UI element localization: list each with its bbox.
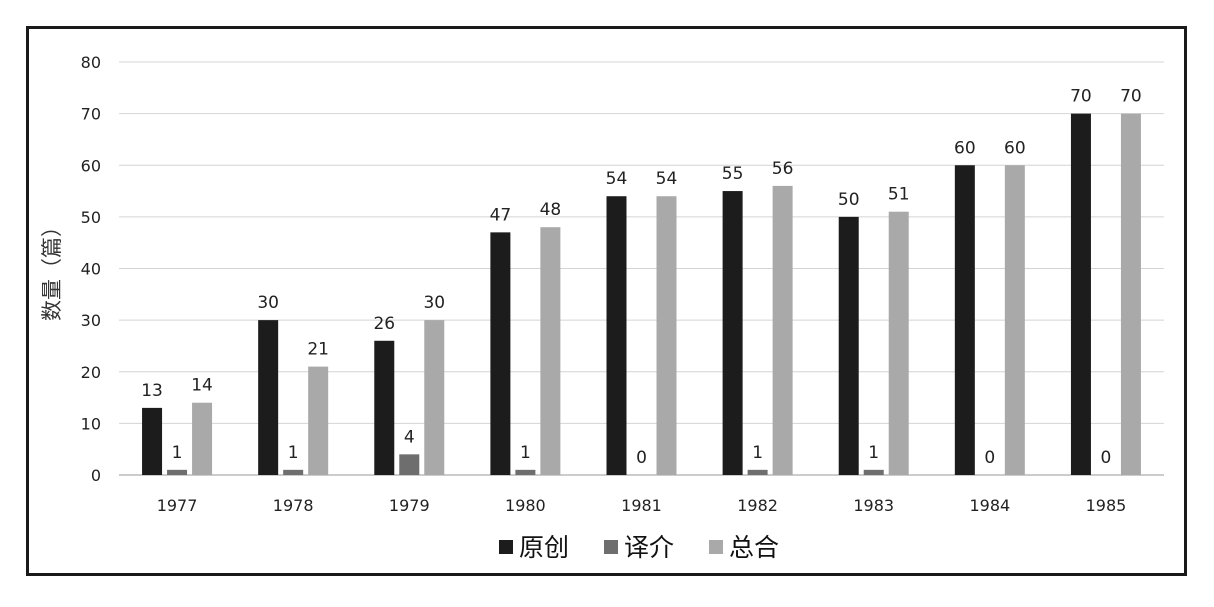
data-label: 56 xyxy=(772,159,794,179)
x-tick-label: 1979 xyxy=(389,496,430,515)
y-tick-label: 40 xyxy=(81,260,101,279)
chart-frame: 0 10 20 30 40 50 60 70 80 13 1 14 30 1 21 26 4 30 47 1 48 54… xyxy=(26,26,1187,576)
data-label: 13 xyxy=(141,381,163,401)
data-label: 48 xyxy=(540,200,562,220)
data-label: 55 xyxy=(722,164,744,184)
data-label: 1 xyxy=(520,443,531,463)
bar-2-1979 xyxy=(399,454,420,475)
data-label: 26 xyxy=(373,314,395,334)
x-tick-label: 1977 xyxy=(157,496,198,515)
y-tick-label: 0 xyxy=(91,466,101,485)
bar-1-1982 xyxy=(722,191,743,475)
bar-2-1978 xyxy=(283,469,304,475)
data-label: 30 xyxy=(257,293,279,313)
y-axis-title: 数量（篇） xyxy=(40,216,64,321)
data-label: 0 xyxy=(1101,448,1112,468)
data-labels: 13 1 14 30 1 21 26 4 30 47 1 48 54 0 54 55 1 56 50 1 51 60 0 60… xyxy=(141,87,1142,468)
bar-1-1985 xyxy=(1070,113,1091,475)
legend-swatch xyxy=(499,540,513,554)
legend: 原创 译介 总合 xyxy=(499,533,779,562)
bar-1-1983 xyxy=(838,216,859,475)
bar-2-1983 xyxy=(863,469,884,475)
legend-label: 原创 xyxy=(519,533,569,562)
data-label: 30 xyxy=(423,293,445,313)
data-label: 21 xyxy=(307,340,329,360)
data-label: 60 xyxy=(954,138,976,158)
x-tick-label: 1978 xyxy=(273,496,314,515)
y-tick-label: 10 xyxy=(81,414,101,433)
bar-3-1985 xyxy=(1120,113,1141,475)
data-label: 1 xyxy=(288,443,299,463)
x-axis-ticks: 1977 1978 1979 1980 1981 1982 1983 1984 1985 xyxy=(157,496,1127,515)
bar-3-1983 xyxy=(888,211,909,475)
y-tick-label: 60 xyxy=(81,156,101,175)
data-label: 1 xyxy=(172,443,183,463)
data-label: 54 xyxy=(606,169,628,189)
data-label: 70 xyxy=(1120,87,1142,107)
data-label: 0 xyxy=(984,448,995,468)
data-label: 70 xyxy=(1070,87,1092,107)
data-label: 50 xyxy=(838,190,860,210)
data-label: 0 xyxy=(636,448,647,468)
data-label: 47 xyxy=(490,205,512,225)
x-tick-label: 1980 xyxy=(505,496,546,515)
legend-swatch xyxy=(604,540,618,554)
y-tick-label: 30 xyxy=(81,311,101,330)
data-label: 1 xyxy=(868,443,879,463)
y-tick-label: 50 xyxy=(81,208,101,227)
data-label: 54 xyxy=(656,169,678,189)
bar-1-1981 xyxy=(606,196,627,475)
y-axis-ticks: 0 10 20 30 40 50 60 70 80 xyxy=(81,53,101,485)
bar-1-1979 xyxy=(374,340,395,475)
x-tick-label: 1983 xyxy=(853,496,894,515)
bar-3-1984 xyxy=(1004,165,1025,475)
bar-3-1978 xyxy=(308,366,329,475)
x-tick-label: 1985 xyxy=(1086,496,1127,515)
bar-2-1982 xyxy=(747,469,768,475)
data-label: 51 xyxy=(888,185,910,205)
bar-3-1979 xyxy=(424,320,445,475)
legend-label: 总合 xyxy=(729,533,779,562)
data-label: 60 xyxy=(1004,138,1026,158)
y-tick-label: 80 xyxy=(81,53,101,72)
gridlines xyxy=(119,61,1164,476)
bars xyxy=(142,113,1141,475)
legend-swatch xyxy=(709,540,723,554)
legend-label: 译介 xyxy=(624,533,674,562)
data-label: 1 xyxy=(752,443,763,463)
x-tick-label: 1984 xyxy=(969,496,1010,515)
bar-1-1980 xyxy=(490,232,511,475)
bar-1-1984 xyxy=(954,165,975,475)
y-tick-label: 70 xyxy=(81,105,101,124)
bar-3-1977 xyxy=(192,402,213,475)
bar-1-1977 xyxy=(142,407,163,475)
bar-3-1982 xyxy=(772,185,793,475)
bar-2-1980 xyxy=(515,469,536,475)
bar-2-1977 xyxy=(167,469,188,475)
bar-1-1978 xyxy=(258,320,279,475)
bar-3-1980 xyxy=(540,227,561,475)
data-label: 4 xyxy=(404,427,415,447)
x-tick-label: 1982 xyxy=(737,496,778,515)
bar-3-1981 xyxy=(656,196,677,475)
y-tick-label: 20 xyxy=(81,363,101,382)
data-label: 14 xyxy=(191,376,213,396)
x-tick-label: 1981 xyxy=(621,496,662,515)
